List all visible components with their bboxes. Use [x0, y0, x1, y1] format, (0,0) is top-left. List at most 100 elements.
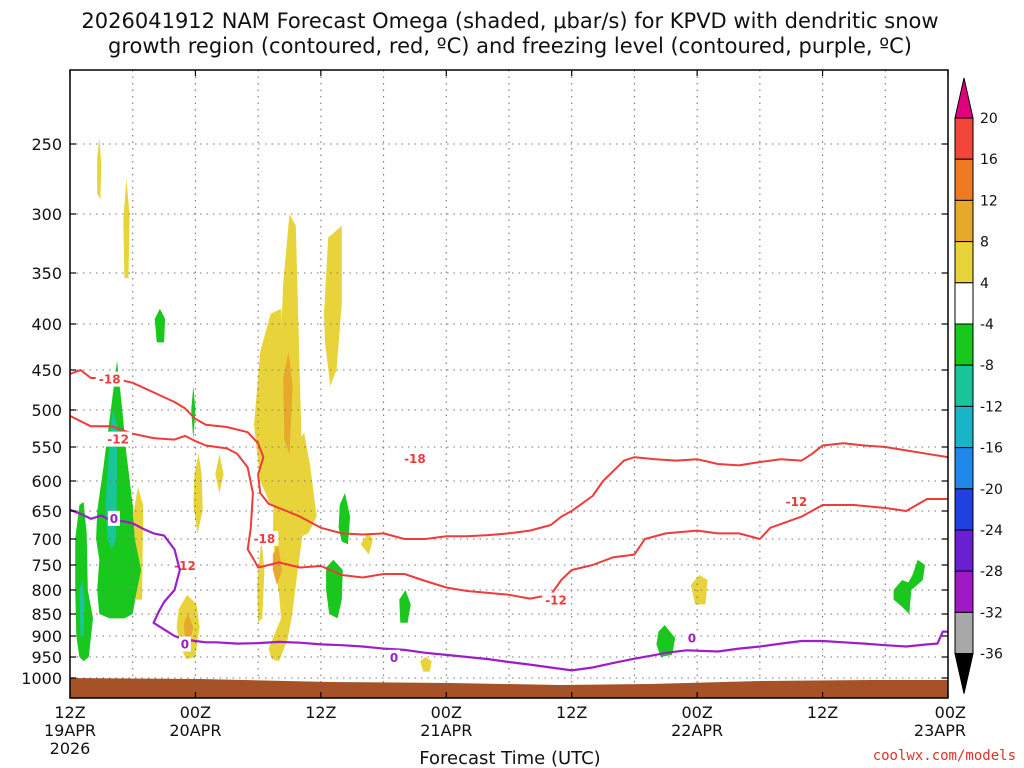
colorbar-label-last: -36	[980, 647, 1003, 663]
x-tick-label-36-2: 21APR	[420, 721, 472, 740]
y-tick-label-350: 350	[31, 264, 62, 283]
colorbar-label-7: -8	[980, 358, 994, 374]
colorbar-band-12	[954, 570, 974, 613]
omega-green-3	[154, 308, 166, 343]
pressure-axis: 250 300 350 400 450 500 550 600 650 700 750 800 850 9…	[21, 135, 948, 688]
colorbar-band-6	[954, 323, 974, 366]
colorbar-label-10: -20	[980, 482, 1003, 498]
omega-green-6	[338, 493, 351, 545]
omega-green-4	[191, 386, 196, 440]
x-tick-label-0-3: 2026	[50, 739, 91, 758]
chart-title-line-1: 2026041912 NAM Forecast Omega (shaded, μ…	[81, 9, 938, 33]
colorbar-band-10	[954, 488, 974, 531]
contour-minus18	[70, 369, 948, 540]
x-tick-label-0-2: 19APR	[44, 721, 96, 740]
colorbar-label-5: 4	[980, 276, 989, 292]
colorbar-label-13: -32	[980, 605, 1003, 621]
x-tick-label-36-1: 00Z	[431, 703, 462, 722]
x-tick-label-60-2: 22APR	[671, 721, 723, 740]
colorbar-band-5	[954, 282, 974, 325]
omega-yellow-15	[97, 137, 102, 200]
x-tick-label-72-1: 12Z	[807, 703, 838, 722]
colorbar-label-3: 12	[980, 193, 998, 209]
y-tick-label-600: 600	[31, 472, 62, 491]
y-tick-label-400: 400	[31, 315, 62, 334]
y-tick-label-450: 450	[31, 361, 62, 380]
omega-green-10	[893, 559, 925, 614]
contour-label-zero-3: 0	[688, 632, 696, 646]
colorbar: 20 16 12 8 4 -4 -8 -12 -16 -20 -24 -28 -32 -36	[954, 77, 1003, 694]
omega-yellow-14	[123, 179, 130, 279]
colorbar-label-8: -12	[980, 399, 1003, 415]
plot-frame	[69, 69, 949, 699]
omega-green-1	[75, 502, 93, 662]
colorbar-band-3	[954, 199, 974, 243]
contour-label-bg-minus12-0	[104, 431, 133, 447]
colorbar-band-13	[954, 611, 974, 655]
y-tick-label-550: 550	[31, 438, 62, 457]
contour-label-minus18-2: -18	[404, 452, 426, 466]
omega-green-9	[656, 625, 676, 657]
contour-label-bg-zero-0	[107, 510, 120, 526]
x-tick-label-60-1: 00Z	[681, 703, 712, 722]
colorbar-label-12: -28	[980, 564, 1003, 580]
omega-orange-3	[272, 544, 283, 585]
contour-label-bg-minus18-0	[95, 371, 124, 387]
colorbar-band-1	[954, 117, 974, 160]
contour-label-zero-1: 0	[181, 637, 189, 651]
contour-label-minus12-2: -12	[545, 594, 567, 608]
y-tick-label-300: 300	[31, 205, 62, 224]
contour-label-bg-minus18-1	[250, 531, 279, 546]
omega-orange-1	[283, 351, 293, 454]
omega-yellow-13	[690, 575, 708, 605]
contour-label-minus12-3: -12	[786, 495, 808, 509]
x-tick-label-84-1: 00Z	[935, 703, 966, 722]
omega-yellow-10	[324, 225, 342, 386]
colorbar-bottom-arrow	[954, 653, 974, 694]
contour-label-minus12-0: -12	[107, 433, 129, 447]
y-tick-label-250: 250	[31, 135, 62, 154]
y-tick-label-800: 800	[31, 581, 62, 600]
colorbar-band-7	[954, 364, 974, 407]
contour-zero	[70, 508, 948, 672]
y-tick-label-900: 900	[31, 627, 62, 646]
omega-yellow-12	[420, 657, 432, 672]
colorbar-band-9	[954, 447, 974, 490]
omega-teal-2	[79, 580, 85, 636]
omega-green-8	[399, 590, 411, 623]
grid-layer	[70, 70, 948, 698]
x-tick-label-0-1: 12Z	[54, 703, 85, 722]
contour-label-zero-2: 0	[390, 651, 398, 665]
x-tick-label-48-1: 12Z	[556, 703, 587, 722]
colorbar-label-11: -24	[980, 523, 1003, 539]
colorbar-band-2	[954, 158, 974, 201]
credit-text: coolwx.com/models	[873, 748, 1016, 764]
contour-label-bg-zero-3	[685, 630, 698, 646]
contour-label-zero-0: 0	[110, 512, 118, 526]
y-tick-label-950: 950	[31, 648, 62, 667]
x-tick-label-24-1: 12Z	[305, 703, 336, 722]
contour-minus12	[70, 415, 948, 600]
surface-terrain	[70, 678, 948, 698]
x-axis-label: Forecast Time (UTC)	[419, 748, 600, 768]
x-tick-label-12-2: 20APR	[169, 721, 221, 740]
colorbar-label-4: 8	[980, 235, 989, 251]
colorbar-band-8	[954, 405, 974, 449]
chart-title-line-2: growth region (contoured, red, ºC) and f…	[108, 34, 912, 58]
y-tick-label-1000: 1000	[21, 669, 62, 688]
colorbar-top-arrow	[954, 77, 974, 119]
colorbar-label-6: -4	[980, 317, 994, 333]
contour-label-bg-zero-1	[178, 636, 191, 652]
colorbar-label-9: -16	[980, 441, 1003, 457]
y-tick-label-850: 850	[31, 605, 62, 624]
y-tick-label-500: 500	[31, 401, 62, 420]
contour-label-bg-minus12-2	[542, 592, 571, 608]
y-tick-label-650: 650	[31, 502, 62, 521]
contour-label-bg-minus12-3	[782, 494, 811, 509]
x-tick-label-84-2: 23APR	[914, 721, 966, 740]
colorbar-band-4	[954, 241, 974, 284]
